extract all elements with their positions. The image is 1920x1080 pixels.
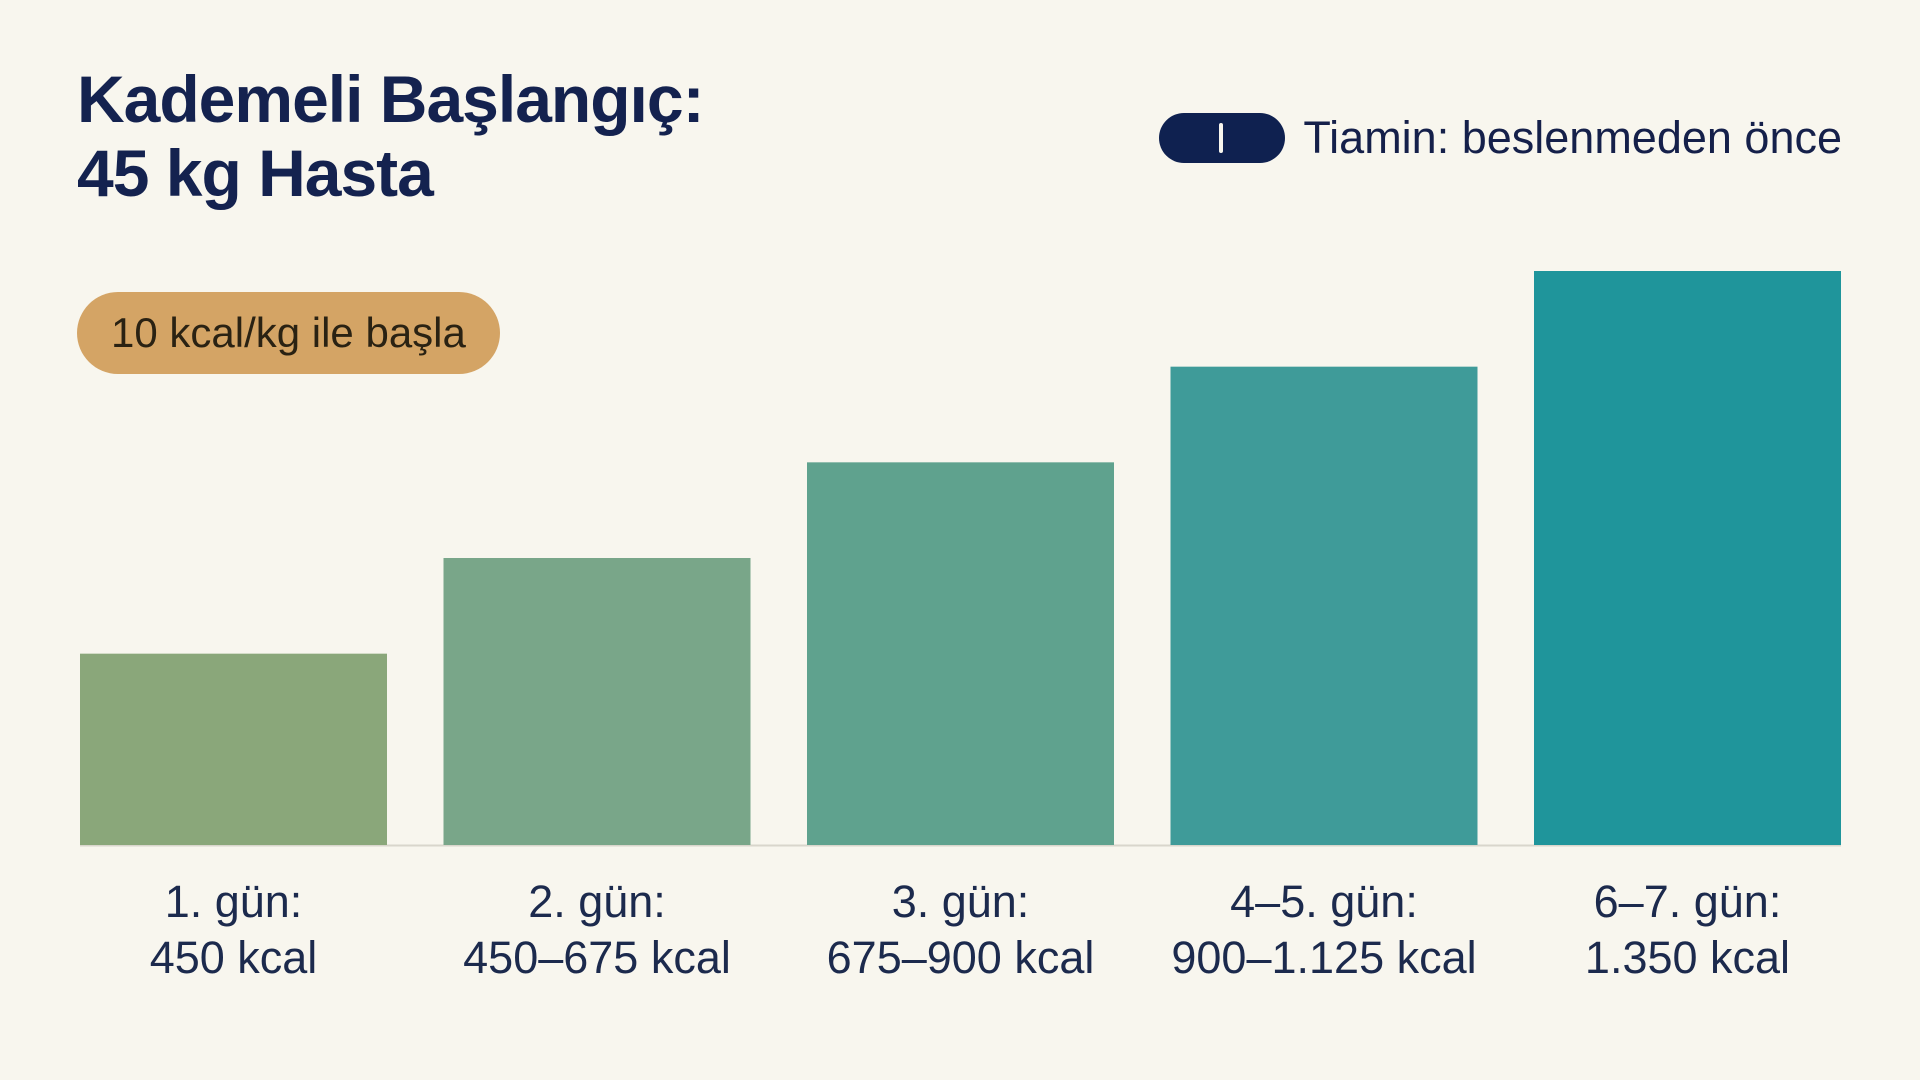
legend: Tiamin: beslenmeden önce [1159, 112, 1842, 164]
category-label-5: 6–7. gün: [1594, 876, 1782, 927]
category-label-1: 1. gün: [165, 876, 303, 927]
legend-label: Tiamin: beslenmeden önce [1303, 112, 1842, 163]
value-label-4: 900–1.125 kcal [1171, 932, 1476, 983]
chart-title-line1: Kademeli Başlangıç: [77, 62, 705, 136]
bar-2 [443, 558, 751, 845]
category-label-3: 3. gün: [892, 876, 1030, 927]
bar-5 [1534, 271, 1841, 845]
category-label-4: 4–5. gün: [1230, 876, 1418, 927]
bar-1 [80, 653, 387, 845]
bar-4 [1170, 366, 1478, 845]
value-label-5: 1.350 kcal [1585, 932, 1790, 983]
value-label-1: 450 kcal [150, 932, 318, 983]
bar-3 [807, 462, 1114, 845]
value-label-3: 675–900 kcal [827, 932, 1095, 983]
capsule-icon [1159, 113, 1286, 163]
chart-title-line2: 45 kg Hasta [77, 136, 434, 210]
start-badge: 10 kcal/kg ile başla [77, 292, 500, 374]
category-label-2: 2. gün: [528, 876, 666, 927]
value-label-2: 450–675 kcal [463, 932, 731, 983]
chart-title: Kademeli Başlangıç: 45 kg Hasta [77, 62, 705, 210]
